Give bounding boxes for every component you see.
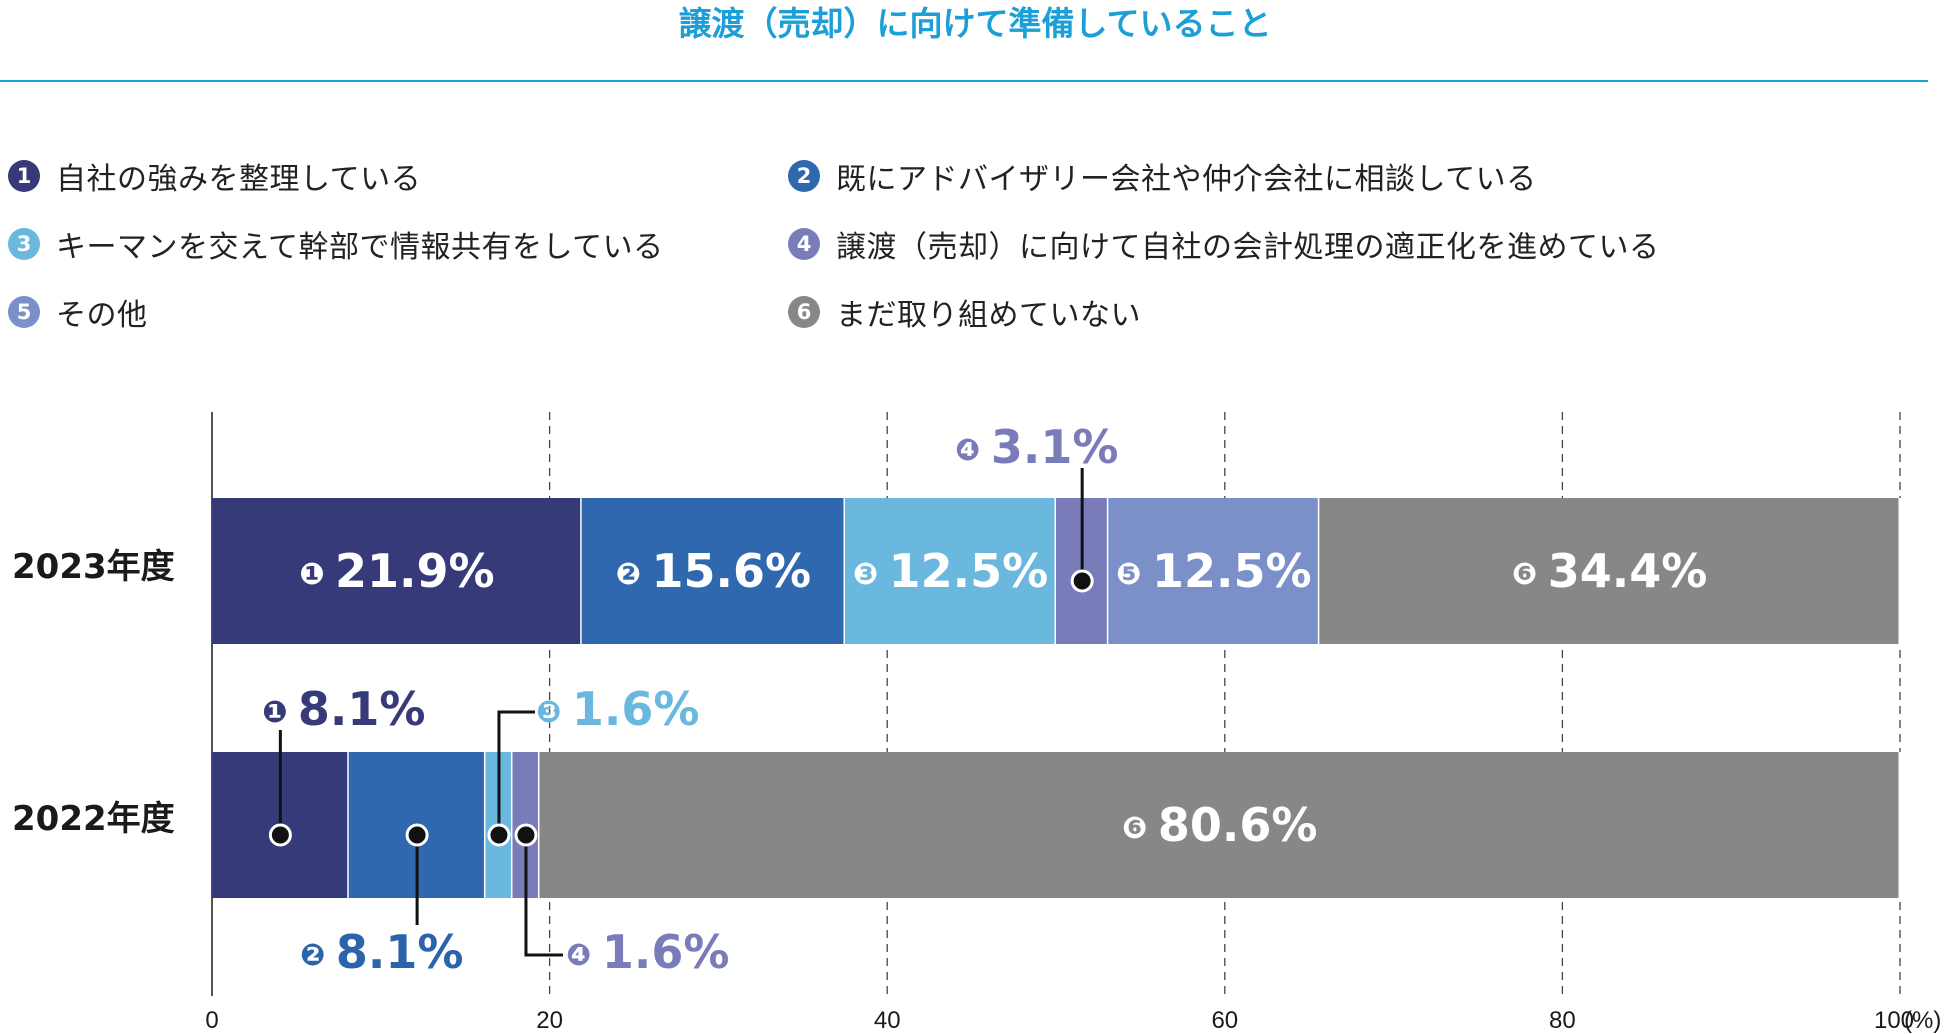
bar-segment [581,498,845,644]
data-label: ❶ 8.1% [262,682,425,736]
data-label: ❷ 8.1% [300,925,463,979]
bar-segment [539,752,1901,898]
legend-item-2: 2 既にアドバイザリー会社や仲介会社に相談している [788,154,1537,198]
bar-segment [845,498,1056,644]
x-unit-label: (%) [1904,1007,1941,1034]
callout-dot [1070,569,1094,593]
bar-segment [1108,498,1320,644]
legend-label: 譲渡（売却）に向けて自社の会計処理の適正化を進めている [836,230,1660,265]
data-label: ❻ 80.6% [1122,798,1317,852]
legend-item-6: 6 まだ取り組めていない [788,290,1141,334]
data-label: ❺ 12.5% [1116,544,1311,598]
data-label: ❻ 34.4% [1512,544,1707,598]
legend-item-5: 5 その他 [8,290,148,334]
legend-item-1: 1 自社の強みを整理している [8,154,421,198]
x-tick-label: 80 [1549,1007,1576,1034]
legend-number-badge: 5 [8,296,40,328]
callout-dot [487,823,511,847]
category-label: 2023年度 [12,547,175,587]
legend-number-badge: 2 [788,160,820,192]
callout-line [497,710,535,835]
data-label: ❶ 21.9% [299,544,494,598]
legend-number-badge: 6 [788,296,820,328]
title-divider [0,80,1928,82]
data-label: ❹ 3.1% [955,420,1118,474]
data-label: ❸ 1.6% [536,682,699,736]
data-label: ❸ 12.5% [853,544,1048,598]
legend-item-4: 4 譲渡（売却）に向けて自社の会計処理の適正化を進めている [788,222,1660,266]
x-tick-label: 40 [874,1007,901,1034]
x-tick-label: 0 [205,1007,218,1034]
legend-number-badge: 4 [788,228,820,260]
data-label: ❹ 1.6% [566,925,729,979]
x-tick-label: 20 [536,1007,563,1034]
callout-dot [514,823,538,847]
x-tick-label: 100 [1874,1007,1914,1034]
chart-title: 譲渡（売却）に向けて準備していること [678,4,1272,43]
legend-label: 既にアドバイザリー会社や仲介会社に相談している [836,162,1537,197]
data-label: ❷ 15.6% [616,544,811,598]
legend-label: 自社の強みを整理している [56,162,422,197]
category-label: 2022年度 [12,799,175,839]
legend-label: キーマンを交えて幹部で情報共有をしている [56,230,664,265]
legend-item-3: 3 キーマンを交えて幹部で情報共有をしている [8,222,664,266]
x-tick-label: 60 [1211,1007,1238,1034]
callout-dot [268,823,292,847]
legend-label: まだ取り組めていない [836,298,1141,333]
legend-number-badge: 1 [8,160,40,192]
callout-dot [405,823,429,847]
legend-label: その他 [56,298,148,333]
legend-number-badge: 3 [8,228,40,260]
bar-segment [1319,498,1900,644]
bar-segment [212,498,582,644]
callout-line [524,835,563,957]
